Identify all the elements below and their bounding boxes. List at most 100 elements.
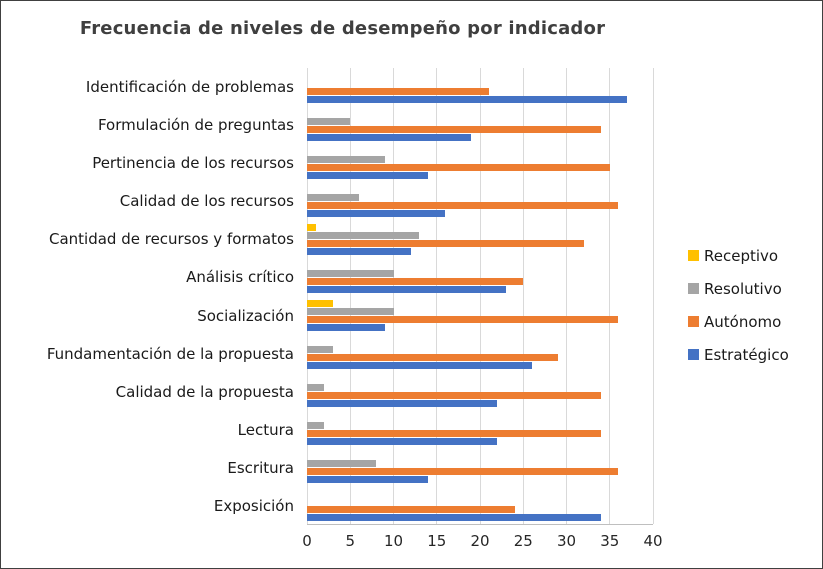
bar-slot [307, 514, 653, 522]
bar-resolutivo [307, 308, 394, 315]
category-label: Cantidad de recursos y formatos [49, 230, 294, 249]
bar-estrategico [307, 438, 498, 446]
bar-group-socializacion [307, 296, 653, 334]
bar-group-formulacion-de-preguntas [307, 106, 653, 144]
bar-autonomo [307, 316, 619, 323]
bar-slot [307, 468, 653, 476]
bar-slot [307, 346, 653, 354]
bar-estrategico [307, 362, 532, 370]
bar-resolutivo [307, 269, 394, 277]
bar-slot [307, 269, 653, 277]
x-tick-label: 15 [427, 532, 447, 550]
bar-slot [307, 193, 653, 201]
bar-group-calidad-de-los-recursos [307, 182, 653, 220]
bar-autonomo [307, 201, 619, 209]
chart-title: Frecuencia de niveles de desempeño por i… [79, 18, 606, 39]
bar-estrategico [307, 400, 498, 408]
bar-slot [307, 148, 653, 155]
bar-estrategico [307, 133, 472, 141]
bar-autonomo [307, 125, 602, 133]
bar-slot [307, 376, 653, 383]
legend-swatch-estrategico [688, 349, 699, 360]
bar-slot [307, 300, 653, 307]
bar-resolutivo [307, 460, 377, 468]
bar-slot [307, 163, 653, 171]
category-axis-labels: Identificación de problemas Formulación d… [1, 68, 294, 525]
bar-slot [307, 362, 653, 370]
bar-receptivo [307, 223, 316, 231]
x-tick-label: 0 [302, 532, 312, 550]
x-tick-label: 40 [643, 532, 663, 550]
x-tick-label: 20 [470, 532, 490, 550]
category-label: Escritura [227, 458, 294, 477]
bar-slot [307, 414, 653, 421]
legend-label: Resolutivo [704, 279, 782, 298]
x-tick-label: 25 [513, 532, 533, 550]
bar-slot [307, 125, 653, 133]
legend-item-resolutivo: Resolutivo [688, 272, 789, 305]
gridline [652, 68, 654, 524]
bar-autonomo [307, 392, 602, 400]
bar-slot [307, 117, 653, 125]
bar-slot [307, 316, 653, 323]
gridline [479, 68, 481, 524]
legend-label: Autónomo [704, 312, 782, 331]
category-label: Lectura [237, 420, 294, 439]
bar-resolutivo [307, 384, 325, 392]
gridline [306, 68, 308, 524]
legend-label: Estratégico [704, 345, 789, 364]
bar-estrategico [307, 95, 628, 103]
x-tick-label: 35 [600, 532, 620, 550]
bar-resolutivo [307, 155, 385, 163]
bar-group-analisis-critico [307, 258, 653, 296]
x-axis: 0 5 10 15 20 25 30 35 40 [302, 532, 662, 554]
category-label: Fundamentación de la propuesta [46, 344, 294, 363]
category-label: Calidad de la propuesta [115, 382, 294, 401]
bar-slot [307, 110, 653, 117]
bar-autonomo [307, 87, 489, 95]
bar-autonomo [307, 354, 558, 362]
bar-slot [307, 171, 653, 179]
bar-group-escritura [307, 449, 653, 487]
x-tick-label: 30 [556, 532, 577, 550]
category-label: Exposición [213, 496, 294, 515]
gridline [349, 68, 351, 524]
bar-resolutivo [307, 346, 333, 354]
bar-slot [307, 392, 653, 400]
category-label: Identificación de problemas [85, 78, 294, 97]
bar-estrategico [307, 171, 429, 179]
plot-area [306, 68, 654, 525]
bar-slot [307, 285, 653, 293]
bar-slot [307, 155, 653, 163]
bar-group-fundamentacion-de-la-propuesta [307, 335, 653, 373]
bar-resolutivo [307, 117, 351, 125]
legend-item-estrategico: Estratégico [688, 338, 789, 371]
bar-slot [307, 72, 653, 79]
bar-slot [307, 384, 653, 392]
bar-slot [307, 354, 653, 362]
category-label: Calidad de los recursos [119, 192, 294, 211]
bar-estrategico [307, 285, 506, 293]
bar-slot [307, 430, 653, 438]
bar-estrategico [307, 209, 446, 217]
bar-group-exposicion [307, 487, 653, 525]
bar-slot [307, 338, 653, 345]
bar-group-pertinencia-de-los-recursos [307, 144, 653, 182]
bar-resolutivo [307, 231, 420, 239]
bar-group-calidad-de-la-propuesta [307, 373, 653, 411]
bar-group-cantidad-de-recursos-y-formatos [307, 220, 653, 258]
category-label: Socialización [197, 306, 294, 325]
gridline [522, 68, 524, 524]
bar-slot [307, 490, 653, 497]
x-tick-label: 10 [383, 532, 404, 550]
bar-slot [307, 308, 653, 315]
bar-slot [307, 498, 653, 505]
bar-estrategico [307, 247, 411, 255]
gridline [436, 68, 438, 524]
bar-slot [307, 80, 653, 87]
legend-swatch-resolutivo [688, 283, 699, 294]
bar-slot [307, 223, 653, 231]
bar-slot [307, 247, 653, 255]
bar-slot [307, 476, 653, 484]
